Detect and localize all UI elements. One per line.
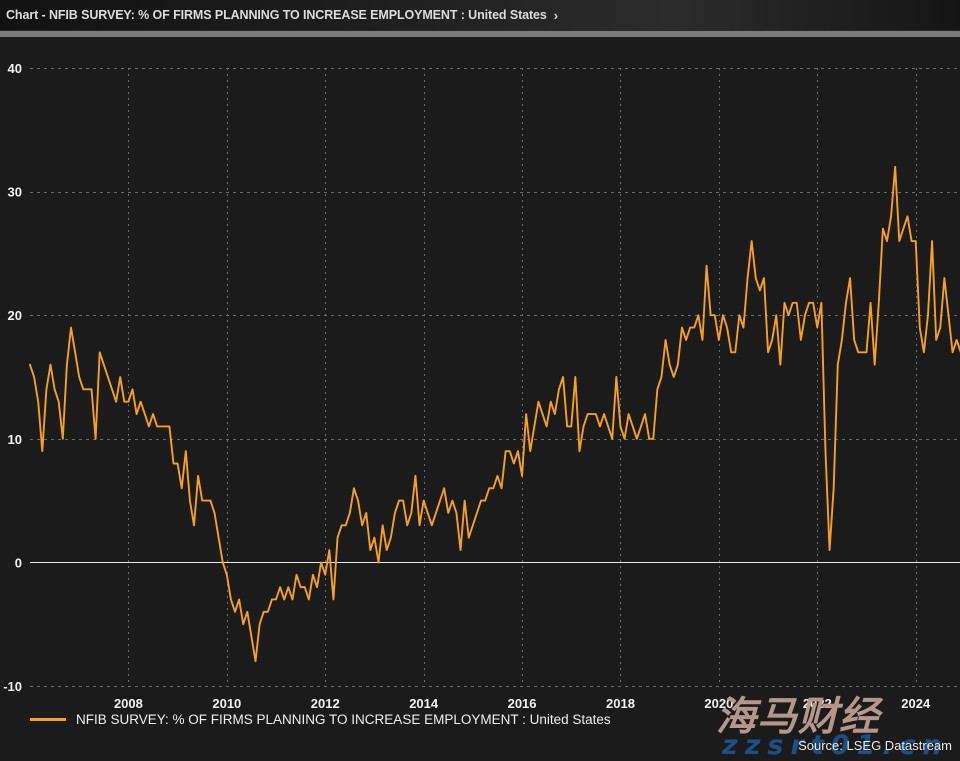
grid-horizontal bbox=[30, 68, 960, 687]
x-tick-label: 2016 bbox=[508, 696, 537, 711]
x-tick-label: 2012 bbox=[311, 696, 340, 711]
chevron-right-icon[interactable]: › bbox=[553, 7, 559, 23]
x-tick-label: 2018 bbox=[606, 696, 635, 711]
x-tick-label: 2022 bbox=[803, 696, 832, 711]
x-tick-label: 2020 bbox=[704, 696, 733, 711]
legend-item-label: NFIB SURVEY: % OF FIRMS PLANNING TO INCR… bbox=[76, 712, 611, 727]
page-title: Chart - NFIB SURVEY: % OF FIRMS PLANNING… bbox=[6, 8, 547, 22]
y-axis-ticks: -10 0 10 20 30 40 bbox=[3, 61, 22, 694]
series-group bbox=[29, 165, 960, 663]
y-tick-label: 10 bbox=[8, 432, 22, 447]
watermark-brand: 海马财经 bbox=[716, 694, 880, 740]
y-tick-label: 30 bbox=[8, 185, 22, 200]
x-tick-label: 2010 bbox=[212, 696, 241, 711]
x-axis-ticks: 2008 2010 2012 2014 2016 2018 2020 2022 2024 bbox=[114, 696, 931, 711]
source-attribution: Source: LSEG Datastream bbox=[798, 738, 952, 753]
watermark-url: zzsrt01.cn bbox=[722, 730, 949, 761]
window-title-bar: Chart - NFIB SURVEY: % OF FIRMS PLANNING… bbox=[0, 0, 960, 30]
toolbar-divider bbox=[0, 30, 960, 38]
x-tick-label: 2024 bbox=[901, 696, 931, 711]
chart-canvas: -10 0 10 20 30 40 2008 2010 2012 2014 2016 2018 202… bbox=[0, 37, 960, 760]
chart-legend: NFIB SURVEY: % OF FIRMS PLANNING TO INCR… bbox=[30, 712, 611, 727]
y-tick-label: 40 bbox=[8, 61, 22, 76]
y-tick-label: 0 bbox=[15, 555, 22, 570]
x-tick-label: 2008 bbox=[114, 696, 143, 711]
series-line bbox=[29, 165, 960, 663]
grid-vertical bbox=[128, 68, 917, 686]
legend-color-swatch bbox=[30, 718, 66, 721]
x-tick-label: 2014 bbox=[409, 696, 439, 711]
line-chart: -10 0 10 20 30 40 2008 2010 2012 2014 2016 2018 202… bbox=[3, 61, 960, 711]
y-tick-label: 20 bbox=[8, 308, 22, 323]
y-tick-label: -10 bbox=[3, 679, 22, 694]
